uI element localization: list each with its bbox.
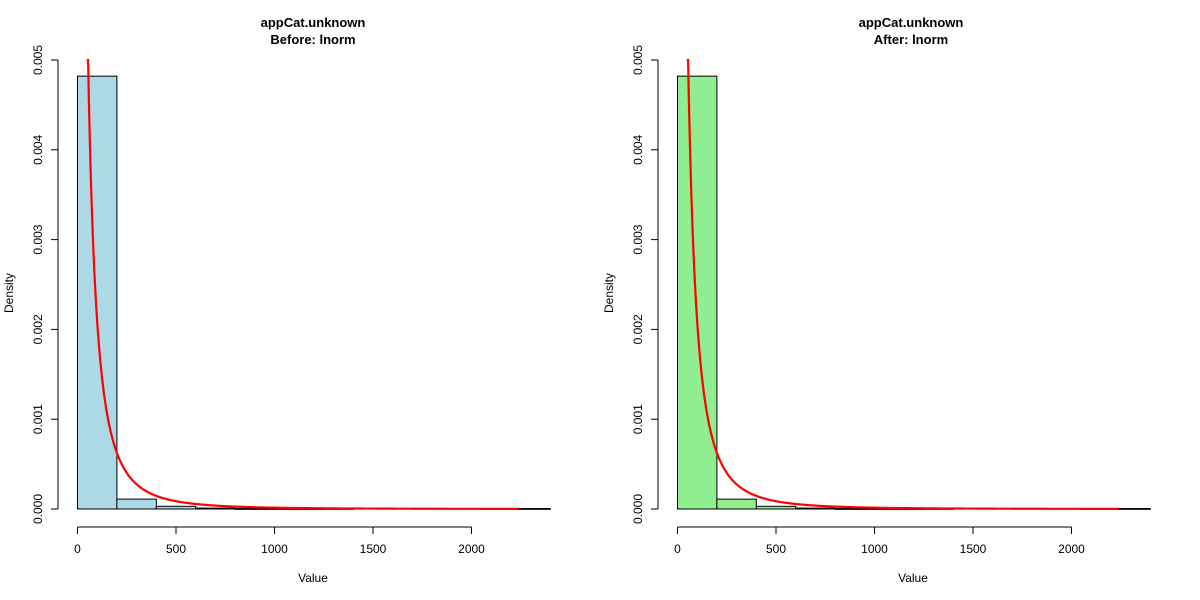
histogram-bars bbox=[77, 75, 551, 510]
x-axis: 0 500 1000 1500 2000 bbox=[74, 526, 485, 556]
x-tick-label: 1000 bbox=[261, 542, 288, 556]
histogram-bar bbox=[234, 508, 276, 510]
x-tick-label: 1000 bbox=[861, 542, 888, 556]
histogram-bar bbox=[155, 505, 197, 510]
histogram-bar bbox=[77, 75, 118, 510]
density-curve bbox=[686, 58, 1119, 510]
histogram-bar bbox=[795, 507, 836, 510]
histogram-bar bbox=[755, 505, 797, 510]
x-tick-label: 500 bbox=[166, 542, 186, 556]
histogram-bars bbox=[677, 75, 1151, 510]
y-tick-label: 0.001 bbox=[31, 404, 45, 434]
y-axis-label: Density bbox=[602, 273, 616, 313]
chart-subtitle: Before: lnorm bbox=[270, 32, 355, 47]
x-tick-label: 2000 bbox=[1058, 542, 1085, 556]
histogram-bar bbox=[834, 508, 875, 510]
y-tick-label: 0.002 bbox=[631, 314, 645, 344]
x-tick-label: 2000 bbox=[458, 542, 485, 556]
histogram-bar bbox=[195, 507, 236, 510]
y-tick-label: 0.000 bbox=[31, 494, 45, 524]
density-curve-layer bbox=[686, 58, 1119, 510]
chart-title: appCat.unknown bbox=[859, 15, 964, 30]
histogram-panel-after: appCat.unknown After: lnorm Value Densit… bbox=[602, 15, 1151, 585]
density-curve-layer bbox=[86, 58, 519, 510]
x-tick-label: 1500 bbox=[960, 542, 987, 556]
y-axis: 0.000 0.001 0.002 0.003 0.004 0.005 bbox=[31, 45, 59, 524]
histogram-bar bbox=[677, 75, 718, 510]
histogram-bar bbox=[716, 498, 757, 510]
y-tick-label: 0.002 bbox=[31, 314, 45, 344]
y-tick-label: 0.004 bbox=[31, 134, 45, 164]
y-tick-label: 0.004 bbox=[631, 134, 645, 164]
y-tick-label: 0.000 bbox=[631, 494, 645, 524]
y-tick-label: 0.001 bbox=[631, 404, 645, 434]
x-tick-label: 1500 bbox=[360, 542, 387, 556]
y-axis-label: Density bbox=[2, 273, 16, 313]
chart-subtitle: After: lnorm bbox=[874, 32, 948, 47]
y-tick-label: 0.005 bbox=[31, 45, 45, 75]
x-tick-label: 0 bbox=[674, 542, 681, 556]
x-tick-label: 0 bbox=[74, 542, 81, 556]
x-axis: 0 500 1000 1500 2000 bbox=[674, 526, 1085, 556]
y-tick-label: 0.005 bbox=[631, 45, 645, 75]
histogram-panel-before: appCat.unknown Before: lnorm Value Densi… bbox=[2, 15, 551, 585]
chart-title: appCat.unknown bbox=[261, 15, 366, 30]
y-tick-label: 0.003 bbox=[631, 224, 645, 254]
y-axis: 0.000 0.001 0.002 0.003 0.004 0.005 bbox=[631, 45, 659, 524]
density-curve bbox=[86, 58, 519, 510]
x-axis-label: Value bbox=[298, 571, 328, 585]
x-axis-label: Value bbox=[898, 571, 928, 585]
x-tick-label: 500 bbox=[766, 542, 786, 556]
y-tick-label: 0.003 bbox=[31, 224, 45, 254]
histogram-bar bbox=[116, 498, 157, 510]
